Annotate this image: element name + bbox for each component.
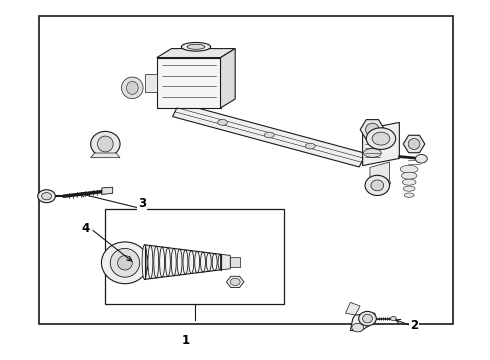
Polygon shape xyxy=(145,74,157,92)
Ellipse shape xyxy=(181,42,211,51)
Ellipse shape xyxy=(401,172,417,179)
Ellipse shape xyxy=(154,246,159,278)
Ellipse shape xyxy=(38,190,55,203)
Ellipse shape xyxy=(365,175,390,195)
Ellipse shape xyxy=(408,139,420,149)
Ellipse shape xyxy=(187,44,205,49)
Polygon shape xyxy=(350,313,375,331)
Ellipse shape xyxy=(177,249,182,275)
Text: 3: 3 xyxy=(138,197,146,210)
Ellipse shape xyxy=(98,136,113,152)
Ellipse shape xyxy=(42,193,51,200)
Ellipse shape xyxy=(391,316,396,321)
Polygon shape xyxy=(172,103,366,167)
Ellipse shape xyxy=(363,314,372,323)
Polygon shape xyxy=(363,122,399,166)
Ellipse shape xyxy=(172,248,176,276)
Ellipse shape xyxy=(118,256,132,270)
Ellipse shape xyxy=(359,311,376,326)
Bar xyxy=(39,16,453,324)
Ellipse shape xyxy=(372,132,390,145)
Ellipse shape xyxy=(91,131,120,157)
Polygon shape xyxy=(360,120,385,140)
Ellipse shape xyxy=(142,245,147,279)
Ellipse shape xyxy=(369,179,391,187)
Ellipse shape xyxy=(148,246,153,279)
Text: 4: 4 xyxy=(82,222,90,235)
Ellipse shape xyxy=(101,242,148,284)
Polygon shape xyxy=(226,276,244,288)
Ellipse shape xyxy=(366,128,395,149)
Ellipse shape xyxy=(122,77,143,99)
Ellipse shape xyxy=(352,323,364,332)
Polygon shape xyxy=(345,302,360,315)
Ellipse shape xyxy=(404,193,414,197)
Bar xyxy=(105,209,284,304)
Ellipse shape xyxy=(212,253,217,271)
Ellipse shape xyxy=(218,254,223,270)
Ellipse shape xyxy=(218,120,227,125)
Text: 2: 2 xyxy=(410,319,418,332)
Ellipse shape xyxy=(364,149,381,157)
Ellipse shape xyxy=(371,180,384,191)
Ellipse shape xyxy=(402,179,416,185)
Ellipse shape xyxy=(110,248,140,277)
Polygon shape xyxy=(102,187,113,194)
Polygon shape xyxy=(370,162,390,185)
Polygon shape xyxy=(220,254,230,270)
Polygon shape xyxy=(91,153,120,158)
Ellipse shape xyxy=(183,250,188,274)
Polygon shape xyxy=(403,135,425,153)
Ellipse shape xyxy=(416,154,427,163)
Text: 1: 1 xyxy=(182,334,190,347)
Ellipse shape xyxy=(305,143,315,149)
Ellipse shape xyxy=(206,253,211,271)
Ellipse shape xyxy=(400,165,418,173)
Polygon shape xyxy=(157,58,220,108)
Ellipse shape xyxy=(195,251,199,273)
Polygon shape xyxy=(220,49,235,108)
Polygon shape xyxy=(157,49,235,58)
Ellipse shape xyxy=(230,278,240,285)
Ellipse shape xyxy=(160,247,165,277)
Ellipse shape xyxy=(189,251,194,274)
Ellipse shape xyxy=(366,123,379,136)
Polygon shape xyxy=(230,257,240,267)
Ellipse shape xyxy=(200,252,205,272)
Ellipse shape xyxy=(166,248,171,276)
Ellipse shape xyxy=(126,81,138,94)
Ellipse shape xyxy=(403,186,415,191)
Ellipse shape xyxy=(265,132,274,138)
